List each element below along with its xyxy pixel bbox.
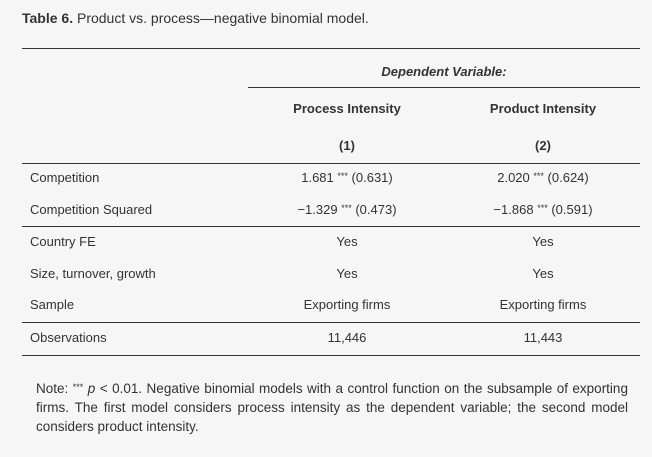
note-p: p — [87, 381, 96, 396]
rule — [22, 163, 640, 164]
note-stars: *** — [72, 382, 84, 392]
note: Note: *** p < 0.01. Negative binomial mo… — [36, 378, 628, 436]
row-label: Competition Squared — [30, 202, 153, 217]
title-label: Table 6. — [22, 10, 74, 26]
coef: 1.681 — [301, 170, 334, 185]
cell: 11,446 — [327, 330, 367, 345]
cell: Exporting firms — [499, 297, 587, 312]
cell: Yes — [336, 265, 358, 281]
se: (0.624) — [547, 170, 589, 185]
coef: −1.868 — [493, 202, 534, 217]
cell: Yes — [532, 265, 554, 281]
note-prefix: Note: — [36, 381, 69, 396]
column-number: (2) — [535, 138, 551, 153]
rule — [22, 322, 640, 323]
coef-cell: 1.681 *** (0.631) — [248, 170, 446, 185]
stars: *** — [337, 171, 348, 181]
se: (0.631) — [351, 170, 393, 185]
rule — [22, 48, 640, 49]
row-label: Country FE — [30, 234, 96, 249]
stars: *** — [537, 203, 548, 213]
column-header: Process Intensity — [293, 101, 401, 116]
stars: *** — [341, 203, 352, 213]
se: (0.473) — [355, 202, 397, 217]
cell: Exporting firms — [303, 297, 391, 312]
title-text: Product vs. process—negative binomial mo… — [76, 10, 369, 26]
table-title: Table 6. Product vs. process—negative bi… — [22, 10, 369, 26]
stars: *** — [533, 171, 544, 181]
row-label: Size, turnover, growth — [30, 265, 156, 281]
coef-cell: 2.020 *** (0.624) — [446, 170, 640, 185]
row-label: Observations — [30, 330, 107, 345]
row-label: Competition — [30, 170, 100, 185]
column-header: Product Intensity — [489, 101, 597, 116]
coef-cell: −1.329 *** (0.473) — [248, 202, 446, 217]
rule — [22, 226, 640, 227]
se: (0.591) — [551, 202, 593, 217]
cell: Yes — [532, 234, 554, 249]
rule — [22, 355, 640, 356]
rule — [248, 87, 640, 88]
dependent-header: Dependent Variable: — [381, 64, 507, 79]
cell: 11,443 — [523, 330, 563, 345]
note-text: < 0.01. Negative binomial models with a … — [36, 381, 628, 434]
cell: Yes — [336, 234, 358, 249]
row-label: Sample — [30, 297, 75, 312]
coef-cell: −1.868 *** (0.591) — [446, 202, 640, 217]
column-number: (1) — [339, 138, 355, 153]
coef: 2.020 — [497, 170, 530, 185]
coef: −1.329 — [297, 202, 338, 217]
